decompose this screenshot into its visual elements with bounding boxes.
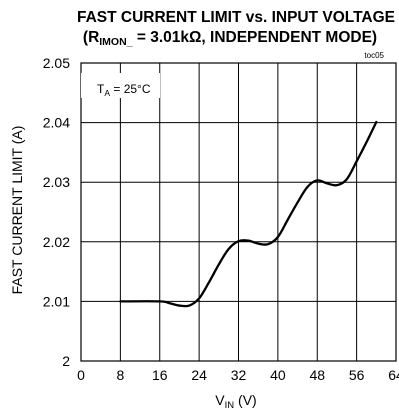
chart-title-line2: (RIMON_ = 3.01kΩ, INDEPENDENT MODE): [83, 29, 377, 48]
x-tick-label: 8: [116, 367, 124, 383]
x-tick-label: 48: [309, 367, 325, 383]
title2-prefix: (R: [83, 29, 99, 46]
y-axis-label: FAST CURRENT LIMIT (A): [9, 126, 25, 295]
y-tick-label: 2.04: [43, 115, 70, 131]
x-axis-label-subscript: IN: [225, 400, 235, 411]
x-axis-label-prefix: V: [215, 392, 225, 408]
x-tick-label: 64: [388, 367, 399, 383]
annotation-subscript: A: [104, 88, 110, 98]
annotation-box: [81, 73, 160, 98]
figure-code: toc05: [364, 51, 384, 60]
annotation-suffix: = 25°C: [110, 82, 151, 96]
x-axis-label-suffix: (V): [234, 392, 257, 408]
series-line: [119, 120, 378, 308]
y-tick-labels: 2 2.01 2.02 2.03 2.04 2.05: [43, 55, 70, 369]
grid: [80, 62, 397, 362]
chart-title-line1: FAST CURRENT LIMIT vs. INPUT VOLTAGE: [77, 9, 395, 26]
x-tick-labels: 0 8 16 24 32 40 48 56 64: [77, 367, 399, 383]
x-tick-label: 56: [349, 367, 365, 383]
plot-frame: [80, 62, 397, 362]
title2-suffix: = 3.01kΩ, INDEPENDENT MODE): [133, 29, 378, 46]
y-tick-label: 2: [62, 353, 70, 369]
y-tick-label: 2.02: [43, 234, 70, 250]
x-tick-label: 0: [77, 367, 85, 383]
x-tick-label: 16: [152, 367, 168, 383]
y-tick-label: 2.05: [43, 55, 70, 71]
y-tick-label: 2.01: [43, 293, 70, 309]
annotation-label: TA = 25°C: [97, 82, 151, 98]
annotation-prefix: T: [97, 82, 105, 96]
y-tick-label: 2.03: [43, 174, 70, 190]
title2-subscript: IMON_: [99, 36, 132, 48]
x-tick-label: 32: [231, 367, 247, 383]
x-tick-label: 24: [191, 367, 207, 383]
x-tick-label: 40: [270, 367, 286, 383]
x-axis-label: VIN (V): [215, 392, 256, 411]
